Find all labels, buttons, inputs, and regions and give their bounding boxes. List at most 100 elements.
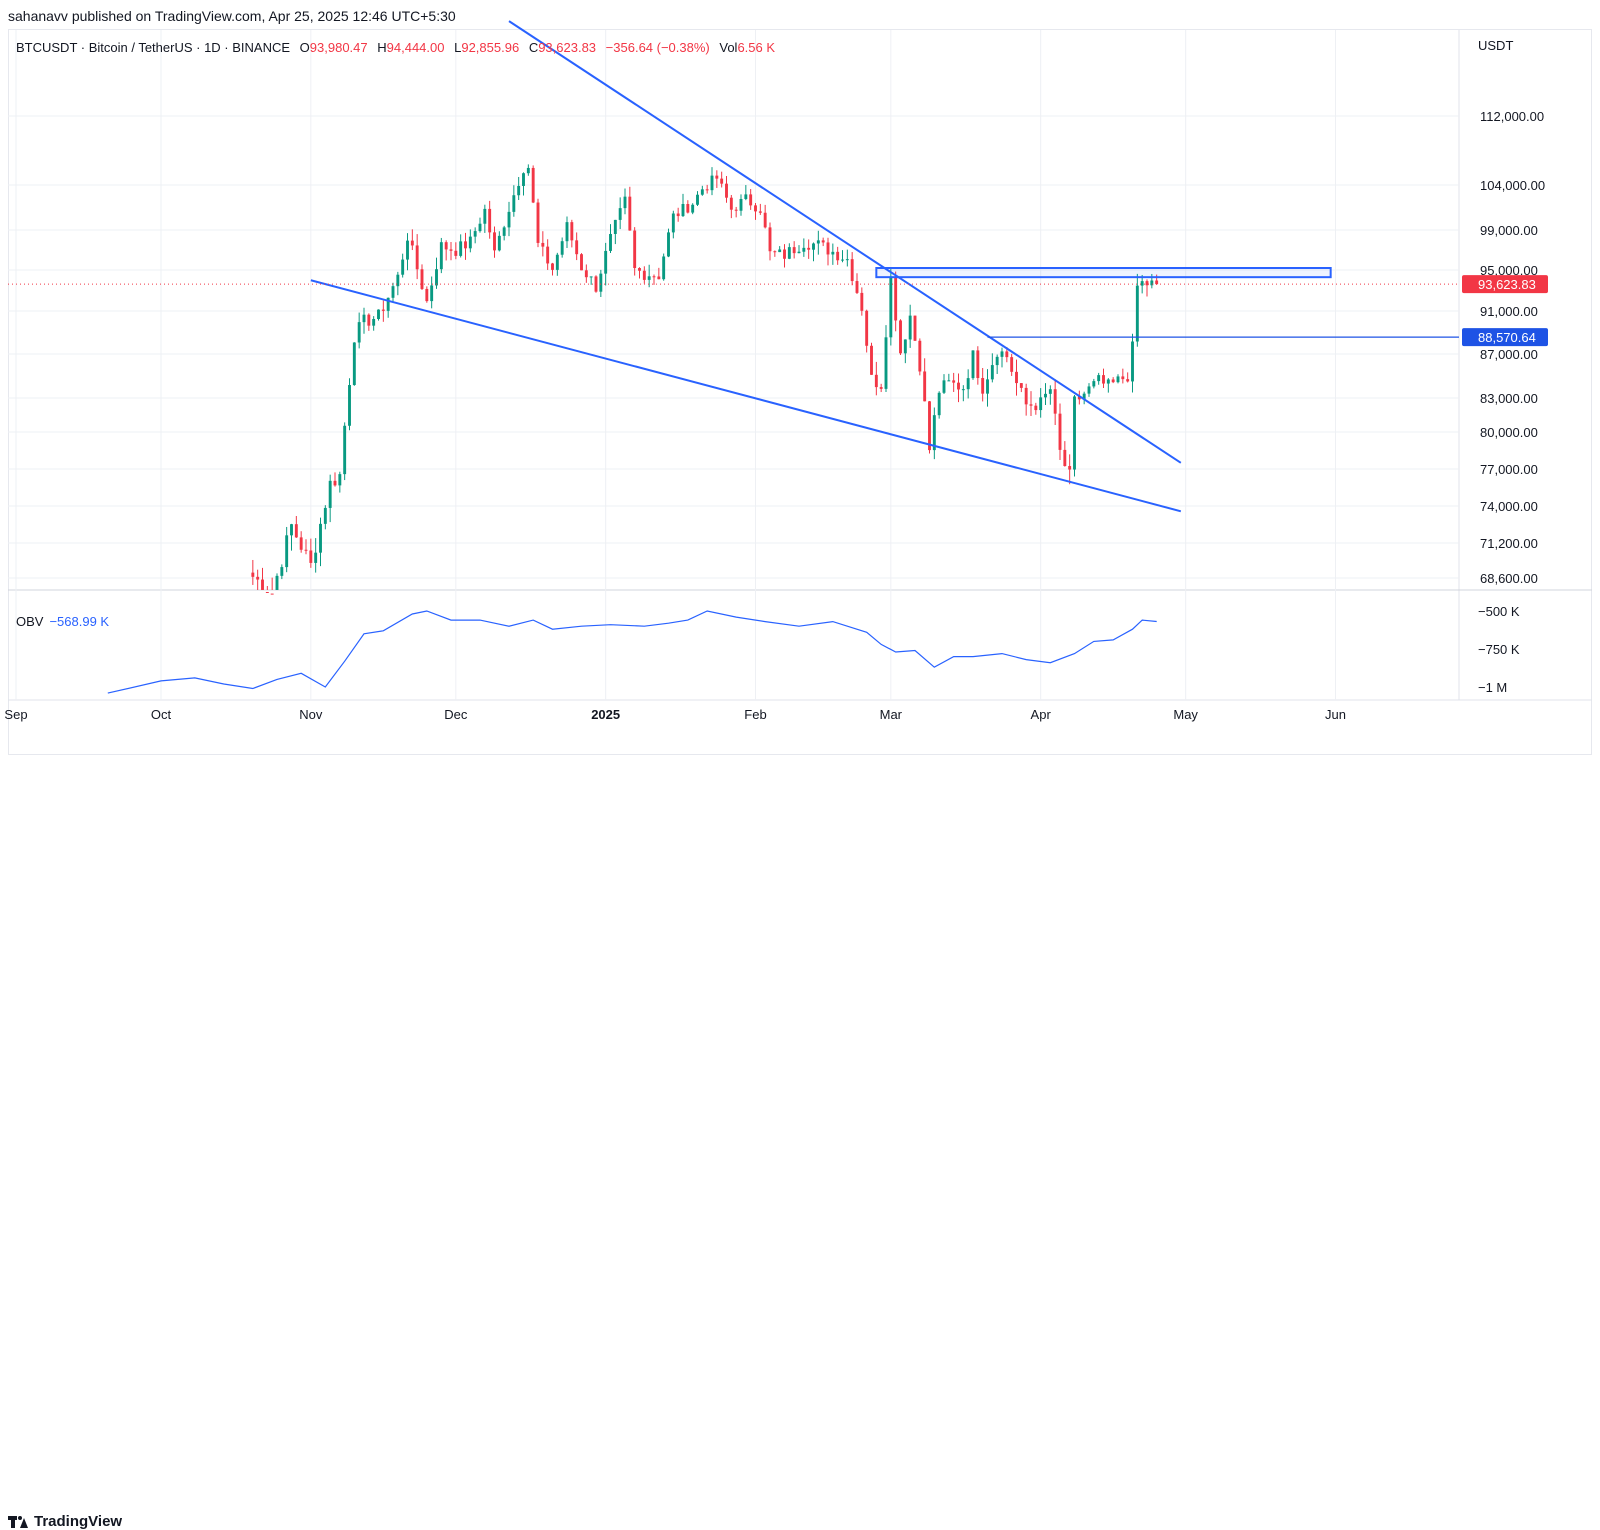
candle-body xyxy=(966,378,970,390)
candle-body xyxy=(1053,389,1057,414)
close-label: C xyxy=(528,40,539,55)
candle-body xyxy=(546,246,550,264)
candle-body xyxy=(420,269,424,289)
price-tick-label: 77,000.00 xyxy=(1480,462,1538,477)
candle-body xyxy=(657,276,661,280)
time-tick-label: Sep xyxy=(4,707,27,722)
candle-body xyxy=(1073,396,1076,470)
candle-body xyxy=(1010,357,1014,372)
candle-body xyxy=(468,236,472,249)
tradingview-logo[interactable]: TradingView xyxy=(8,1513,122,1530)
candle-body xyxy=(328,480,332,508)
close-value: 93,623.83 xyxy=(538,40,597,55)
candle-body xyxy=(604,250,608,274)
candle-body xyxy=(1058,413,1062,450)
price-axis-badge xyxy=(1462,328,1548,347)
price-tick-label: 104,000.00 xyxy=(1480,178,1545,193)
candle-body xyxy=(265,591,269,593)
symbol-name[interactable]: BTCUSDT · Bitcoin / TetherUS · 1D · BINA… xyxy=(16,40,291,55)
volume-label: Vol xyxy=(719,40,738,55)
candle-body xyxy=(652,276,656,278)
candle-body xyxy=(270,593,274,595)
candle-body xyxy=(309,550,313,563)
price-tick-label: 80,000.00 xyxy=(1480,425,1538,440)
candle-body xyxy=(352,342,356,386)
candle-body xyxy=(280,567,284,576)
candle-body xyxy=(609,233,612,251)
price-tick-label: 87,000.00 xyxy=(1480,347,1538,362)
candle-body xyxy=(691,204,695,213)
candle-body xyxy=(372,319,376,326)
candle-body xyxy=(671,213,675,233)
candle-body xyxy=(1102,375,1105,384)
candle-body xyxy=(333,480,337,486)
candle-body xyxy=(1077,396,1081,400)
candle-body xyxy=(1019,383,1023,388)
candle-body xyxy=(1135,285,1139,342)
candle-body xyxy=(1111,379,1115,383)
candle-body xyxy=(251,572,255,577)
candle-body xyxy=(1063,449,1067,467)
obv-label[interactable]: OBV xyxy=(16,614,44,629)
candle-body xyxy=(584,270,588,278)
candle-body xyxy=(294,524,298,538)
candle-body xyxy=(319,523,322,553)
time-tick-label: Nov xyxy=(299,707,323,722)
candle-body xyxy=(667,232,670,257)
candle-body xyxy=(425,288,429,302)
candle-body xyxy=(541,242,545,247)
price-tick-label: 95,000.00 xyxy=(1480,263,1538,278)
candle-body xyxy=(802,247,806,252)
candle-body xyxy=(1024,387,1028,405)
candle-body xyxy=(618,208,622,220)
candle-body xyxy=(386,297,390,311)
publisher-bar: sahanavv published on TradingView.com, A… xyxy=(0,0,1600,32)
candle-body xyxy=(1150,280,1154,286)
candle-body xyxy=(1034,405,1038,411)
candle-body xyxy=(792,247,796,254)
candle-body xyxy=(517,185,521,196)
obv-value: −568.99 K xyxy=(49,614,110,629)
candle-body xyxy=(410,240,414,246)
price-axis-badge-label: 88,570.64 xyxy=(1478,330,1536,345)
obv-tick-label: −1 M xyxy=(1478,680,1507,695)
time-tick-label: Apr xyxy=(1031,707,1052,722)
candle-body xyxy=(623,196,627,209)
candle-body xyxy=(952,380,956,383)
candle-body xyxy=(261,579,264,590)
candle-body xyxy=(1000,351,1004,357)
candle-body xyxy=(1092,381,1096,387)
obv-line[interactable] xyxy=(107,610,1157,694)
candle-body xyxy=(1005,351,1009,358)
resistance-box[interactable] xyxy=(875,267,1332,279)
footer: TradingView xyxy=(0,756,1600,1530)
candle-body xyxy=(381,309,385,311)
time-tick-label: May xyxy=(1173,707,1198,722)
candle-body xyxy=(367,314,371,326)
candle-body xyxy=(478,223,482,232)
candle-body xyxy=(918,340,922,372)
volume-value: 6.56 K xyxy=(737,40,776,55)
obv-legend: OBV −568.99 K xyxy=(16,614,109,629)
candle-body xyxy=(855,281,859,293)
candle-body xyxy=(560,241,564,255)
open-label: O xyxy=(299,40,310,55)
wedge-upper-trendline[interactable] xyxy=(508,20,1182,464)
wedge-lower-trendline[interactable] xyxy=(310,279,1182,513)
candle-body xyxy=(826,242,830,255)
candle-body xyxy=(768,227,772,252)
price-tick-label: 71,200.00 xyxy=(1480,536,1538,551)
currency-label[interactable]: USDT xyxy=(1478,38,1513,53)
time-tick-label: Jun xyxy=(1325,707,1346,722)
time-tick-label: Dec xyxy=(444,707,468,722)
candle-body xyxy=(1131,341,1134,382)
candle-body xyxy=(874,374,878,388)
candle-body xyxy=(1087,386,1091,394)
obv-tick-label: −500 K xyxy=(1478,604,1520,619)
candle-body xyxy=(845,259,849,261)
candle-body xyxy=(758,211,762,213)
candle-body xyxy=(971,350,975,379)
candle-body xyxy=(638,268,641,271)
candle-body xyxy=(357,322,361,343)
price-chart[interactable]: 112,000.00 104,000.00 99,000.00 95,000.00 91… xyxy=(0,0,1600,779)
